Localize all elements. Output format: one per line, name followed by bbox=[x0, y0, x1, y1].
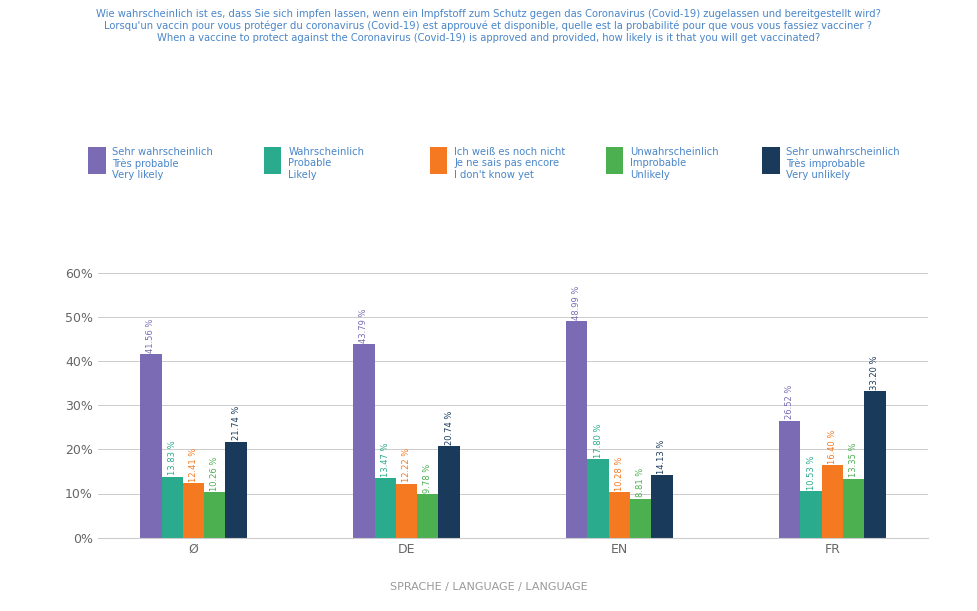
Bar bbox=[439, 446, 460, 538]
Text: Ich weiß es noch nicht
Je ne sais pas encore
I don't know yet: Ich weiß es noch nicht Je ne sais pas en… bbox=[454, 147, 566, 180]
Bar bbox=[865, 391, 885, 538]
Bar bbox=[843, 478, 865, 538]
Bar bbox=[161, 477, 183, 538]
Bar bbox=[800, 491, 822, 538]
Text: Sehr wahrscheinlich
Très probable
Very likely: Sehr wahrscheinlich Très probable Very l… bbox=[112, 147, 213, 180]
Bar bbox=[226, 442, 247, 538]
Text: 10.28 %: 10.28 % bbox=[615, 456, 624, 491]
Text: 16.40 %: 16.40 % bbox=[828, 430, 837, 464]
Bar bbox=[183, 483, 204, 538]
Text: 43.79 %: 43.79 % bbox=[360, 309, 368, 343]
Text: Wahrscheinlich
Probable
Likely: Wahrscheinlich Probable Likely bbox=[288, 147, 364, 180]
Text: 8.81 %: 8.81 % bbox=[636, 468, 645, 497]
Text: 13.47 %: 13.47 % bbox=[381, 442, 390, 477]
Bar bbox=[822, 465, 843, 538]
Bar bbox=[587, 459, 609, 538]
Bar bbox=[630, 499, 652, 538]
Text: 9.78 %: 9.78 % bbox=[423, 464, 432, 493]
Text: 13.83 %: 13.83 % bbox=[168, 441, 177, 475]
Text: 13.35 %: 13.35 % bbox=[849, 443, 858, 477]
Bar bbox=[141, 354, 161, 538]
Text: 26.52 %: 26.52 % bbox=[786, 385, 794, 419]
Text: 33.20 %: 33.20 % bbox=[871, 355, 879, 390]
Text: Sehr unwahrscheinlich
Très improbable
Very unlikely: Sehr unwahrscheinlich Très improbable Ve… bbox=[786, 147, 900, 180]
Text: SPRACHE / LANGUAGE / LANGUAGE: SPRACHE / LANGUAGE / LANGUAGE bbox=[390, 582, 587, 591]
Text: 20.74 %: 20.74 % bbox=[445, 411, 453, 445]
Text: 12.22 %: 12.22 % bbox=[402, 448, 411, 482]
Bar bbox=[652, 475, 672, 538]
Text: 14.13 %: 14.13 % bbox=[658, 439, 666, 474]
Bar bbox=[374, 478, 396, 538]
Text: 48.99 %: 48.99 % bbox=[573, 285, 581, 320]
Text: Unwahrscheinlich
Improbable
Unlikely: Unwahrscheinlich Improbable Unlikely bbox=[630, 147, 719, 180]
Bar bbox=[396, 484, 417, 538]
Text: 10.26 %: 10.26 % bbox=[210, 456, 219, 491]
Text: 10.53 %: 10.53 % bbox=[807, 455, 816, 490]
Bar bbox=[417, 494, 439, 538]
Text: 17.80 %: 17.80 % bbox=[594, 423, 603, 458]
Bar bbox=[354, 344, 374, 538]
Text: 41.56 %: 41.56 % bbox=[147, 318, 155, 353]
Bar bbox=[609, 492, 630, 538]
Bar bbox=[566, 321, 587, 538]
Text: 21.74 %: 21.74 % bbox=[232, 406, 240, 441]
Bar bbox=[779, 420, 800, 538]
Text: Wie wahrscheinlich ist es, dass Sie sich impfen lassen, wenn ein Impfstoff zum S: Wie wahrscheinlich ist es, dass Sie sich… bbox=[96, 9, 881, 43]
Bar bbox=[204, 492, 226, 538]
Text: 12.41 %: 12.41 % bbox=[189, 447, 198, 481]
